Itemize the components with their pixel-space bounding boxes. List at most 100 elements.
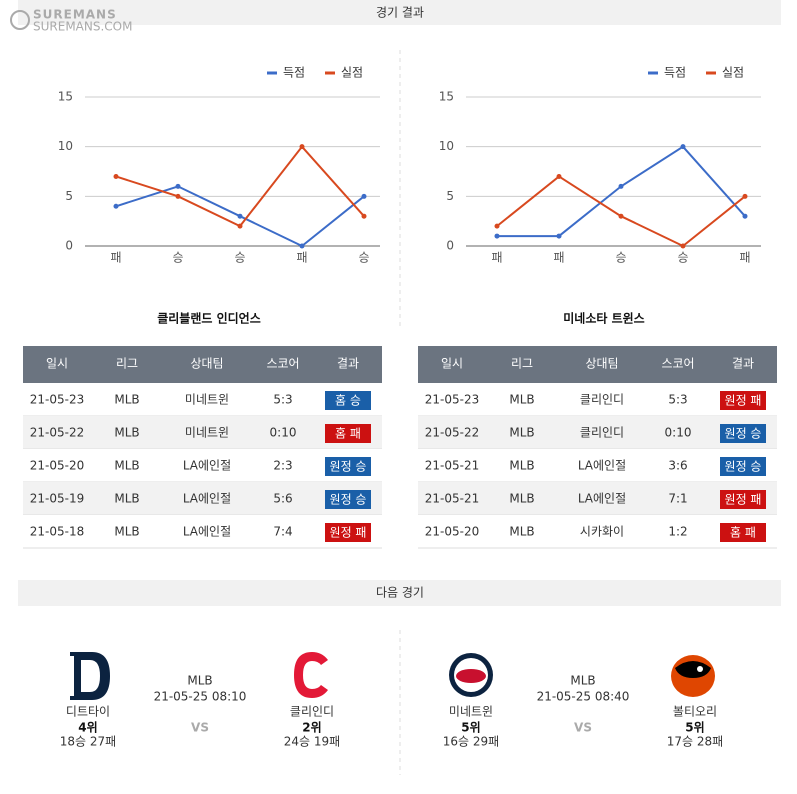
result-label: 원정 승 <box>330 460 367 474</box>
data-point <box>680 144 686 150</box>
table-row <box>23 383 382 416</box>
cell-league: MLB <box>114 492 139 506</box>
result-label: 홈 패 <box>335 427 361 441</box>
section-title: 경기 결과 <box>376 6 424 20</box>
cell-league: MLB <box>509 492 534 506</box>
vs-label: VS <box>574 721 592 735</box>
cell-date: 21-05-20 <box>30 459 84 473</box>
result-badge <box>720 523 766 542</box>
cell-league: MLB <box>509 459 534 473</box>
table-row <box>23 416 382 449</box>
data-point <box>361 193 367 199</box>
column-header: 스코어 <box>661 357 694 371</box>
header-bar <box>18 580 781 606</box>
data-point <box>237 213 243 219</box>
team-logo <box>70 652 110 700</box>
league: MLB <box>187 674 212 688</box>
table-row <box>418 449 777 482</box>
x-tick-label: 패 <box>739 251 750 265</box>
cell-score: 0:10 <box>270 426 297 440</box>
table-row <box>23 515 382 548</box>
column-header: 결과 <box>732 357 754 371</box>
table-header <box>418 346 777 383</box>
logo-url: SUREMANS.COM <box>33 20 132 34</box>
cell-league: MLB <box>114 459 139 473</box>
result-badge <box>325 523 371 542</box>
column-header: 리그 <box>511 357 533 371</box>
cell-opponent: LA에인절 <box>578 492 626 506</box>
result-label: 홈 승 <box>335 394 361 408</box>
cell-score: 3:6 <box>668 459 687 473</box>
result-badge <box>720 490 766 509</box>
data-point <box>299 243 305 249</box>
team-rank: 4위 <box>78 721 97 735</box>
legend-label: 실점 <box>341 66 363 80</box>
legend-label: 득점 <box>664 66 686 80</box>
result-label: 원정 승 <box>330 493 367 507</box>
y-tick-label: 0 <box>65 239 73 253</box>
team-logo <box>294 652 328 698</box>
data-point <box>113 203 119 209</box>
cell-opponent: LA에인절 <box>183 459 231 473</box>
team-record: 18승 27패 <box>60 735 116 749</box>
team-rank: 5위 <box>685 721 704 735</box>
data-point <box>742 213 748 219</box>
cell-opponent: 미네트윈 <box>185 393 229 407</box>
y-tick-label: 15 <box>439 90 454 104</box>
cell-league: MLB <box>114 393 139 407</box>
cell-date: 21-05-21 <box>425 459 479 473</box>
column-header: 상대팀 <box>585 357 618 371</box>
cell-opponent: 클리인디 <box>580 393 624 407</box>
cell-opponent: 미네트윈 <box>185 426 229 440</box>
table-row <box>23 449 382 482</box>
column-header: 결과 <box>337 357 359 371</box>
y-tick-label: 10 <box>439 139 454 153</box>
team-logo <box>671 655 715 697</box>
data-point <box>175 193 181 199</box>
cell-score: 5:3 <box>668 393 687 407</box>
table-header <box>23 346 382 383</box>
legend-label: 실점 <box>722 66 744 80</box>
x-tick-label: 패 <box>296 251 307 265</box>
y-tick-label: 5 <box>65 189 73 203</box>
cell-date: 21-05-22 <box>425 426 479 440</box>
game-time: 21-05-25 08:10 <box>154 690 247 704</box>
result-badge <box>325 391 371 410</box>
cell-league: MLB <box>509 393 534 407</box>
data-point <box>175 183 181 189</box>
table-row <box>418 383 777 416</box>
team-record: 16승 29패 <box>443 735 499 749</box>
cell-score: 1:2 <box>668 525 687 539</box>
cell-score: 7:1 <box>668 492 687 506</box>
cell-opponent: 시카화이 <box>580 525 624 539</box>
team-logo <box>449 653 493 697</box>
y-tick-label: 15 <box>58 90 73 104</box>
cell-league: MLB <box>114 426 139 440</box>
result-badge <box>720 391 766 410</box>
result-label: 원정 승 <box>725 427 762 441</box>
cell-date: 21-05-20 <box>425 525 479 539</box>
cell-date: 21-05-22 <box>30 426 84 440</box>
x-tick-label: 패 <box>491 251 502 265</box>
x-tick-label: 승 <box>615 251 626 265</box>
section-title: 다음 경기 <box>376 586 424 600</box>
series-line <box>497 145 746 238</box>
data-point <box>556 173 562 179</box>
data-point <box>742 193 748 199</box>
team-title: 클리블랜드 인디언스 <box>157 311 261 326</box>
column-header: 일시 <box>46 357 68 371</box>
result-badge <box>325 457 371 476</box>
cell-score: 5:6 <box>273 492 292 506</box>
team-rank: 5위 <box>461 721 480 735</box>
team-title: 미네소타 트윈스 <box>563 311 644 326</box>
data-point <box>361 213 367 219</box>
table-row <box>418 515 777 548</box>
column-header: 스코어 <box>266 357 299 371</box>
team-record: 24승 19패 <box>284 735 340 749</box>
cell-opponent: LA에인절 <box>183 525 231 539</box>
cell-date: 21-05-23 <box>425 393 479 407</box>
cell-date: 21-05-23 <box>30 393 84 407</box>
y-tick-label: 5 <box>446 189 454 203</box>
column-header: 상대팀 <box>190 357 223 371</box>
